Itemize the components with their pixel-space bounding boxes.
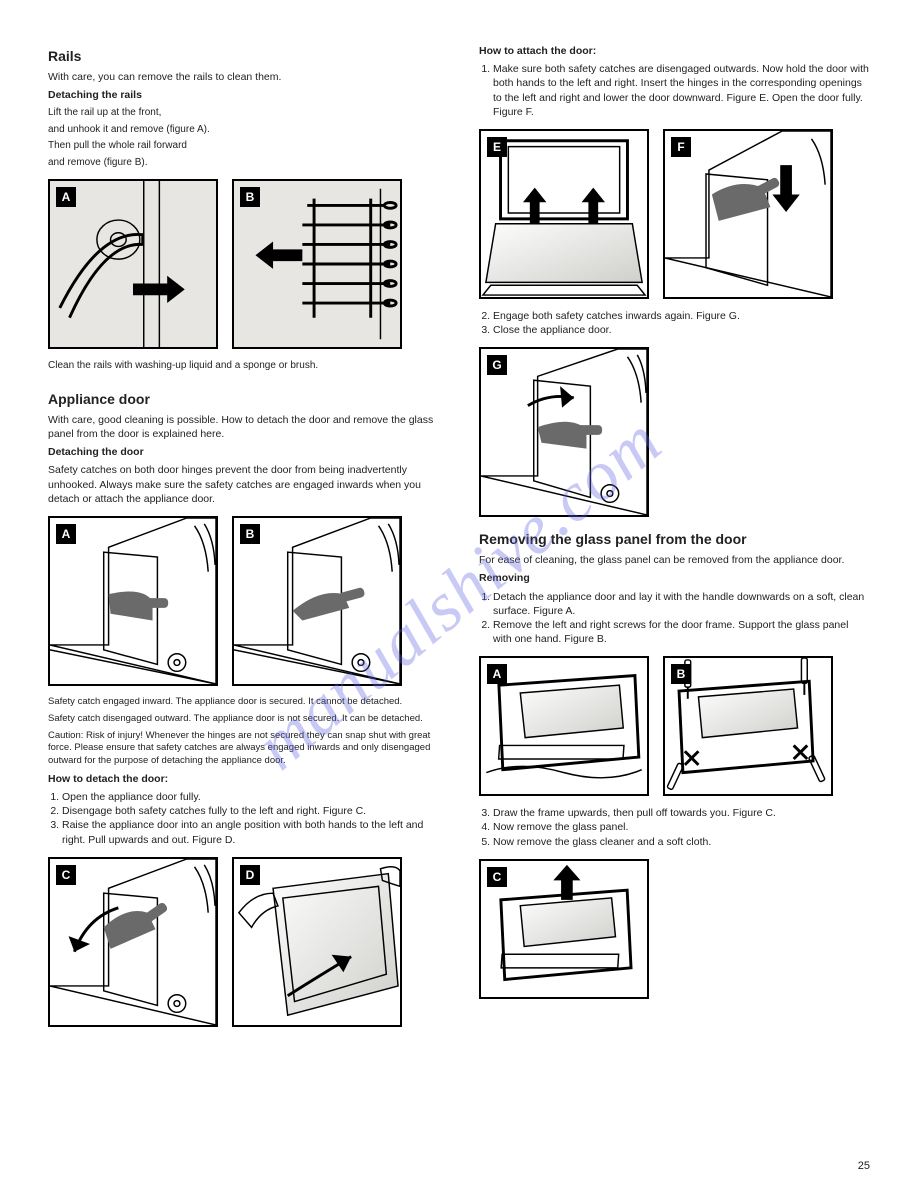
rails-step2: and unhook it and remove (figure A).: [48, 123, 439, 137]
right-column: How to attach the door: Make sure both s…: [479, 40, 870, 1037]
fig-attach-e: E: [479, 129, 649, 299]
door-subhead1: Detaching the door: [48, 445, 439, 459]
fig-glass-a: A: [479, 656, 649, 796]
glass-s3: Draw the frame upwards, then pull off to…: [493, 806, 870, 820]
glass-s1: Detach the appliance door and lay it wit…: [493, 590, 870, 618]
left-column: Rails With care, you can remove the rail…: [48, 40, 439, 1037]
fig-label: E: [487, 137, 507, 157]
rails-text: With care, you can remove the rails to c…: [48, 70, 439, 84]
door-figs-cd: C D: [48, 857, 439, 1027]
fig-label: G: [487, 355, 507, 375]
glass-steps2: Draw the frame upwards, then pull off to…: [479, 806, 870, 849]
fig-door-d: D: [232, 857, 402, 1027]
page-number: 25: [858, 1160, 870, 1172]
fig-label: A: [56, 524, 76, 544]
door-steps-head: How to detach the door:: [48, 772, 439, 786]
glass-steps: Detach the appliance door and lay it wit…: [479, 590, 870, 647]
door-s2: Disengage both safety catches fully to t…: [62, 804, 439, 818]
fig-label: B: [240, 524, 260, 544]
door-s1: Open the appliance door fully.: [62, 790, 439, 804]
attach-figs-ef: E F: [479, 129, 870, 299]
door-safety: Safety catches on both door hinges preve…: [48, 463, 439, 506]
fig-label: B: [240, 187, 260, 207]
door-figs-ab: A: [48, 516, 439, 686]
fig-door-b: B: [232, 516, 402, 686]
fig-label: C: [487, 867, 507, 887]
door-s3: Raise the appliance door into an angle p…: [62, 818, 439, 846]
rails-step3: Then pull the whole rail forward: [48, 139, 439, 153]
fig-attach-g: G: [479, 347, 649, 517]
fig-label: F: [671, 137, 691, 157]
glass-text1: For ease of cleaning, the glass panel ca…: [479, 553, 870, 567]
glass-head: Removing the glass panel from the door: [479, 531, 870, 547]
attach-steps: Make sure both safety catches are diseng…: [479, 62, 870, 119]
fig-door-c: C: [48, 857, 218, 1027]
door-steps: Open the appliance door fully. Disengage…: [48, 790, 439, 847]
fig-glass-c: C: [479, 859, 649, 999]
rails-heading: Rails: [48, 48, 439, 64]
glass-s4: Now remove the glass panel.: [493, 820, 870, 834]
fig-rail-b: B: [232, 179, 402, 349]
attach-s3: Close the appliance door.: [493, 323, 870, 337]
rails-figs: A B: [48, 179, 439, 349]
attach-s1: Make sure both safety catches are diseng…: [493, 62, 870, 119]
glass-fig-c: C: [479, 859, 870, 999]
rails-step4: and remove (figure B).: [48, 156, 439, 170]
door-heading: Appliance door: [48, 391, 439, 407]
glass-figs-ab: A B: [479, 656, 870, 796]
door-cap-b: Safety catch disengaged outward. The app…: [48, 713, 439, 726]
door-warn: Caution: Risk of injury! Whenever the hi…: [48, 730, 439, 768]
rails-subhead: Detaching the rails: [48, 88, 439, 102]
rails-step1: Lift the rail up at the front,: [48, 106, 439, 120]
rails-clean: Clean the rails with washing-up liquid a…: [48, 359, 439, 373]
fig-label: A: [487, 664, 507, 684]
attach-head: How to attach the door:: [479, 44, 870, 58]
glass-s2: Remove the left and right screws for the…: [493, 618, 870, 646]
fig-label: A: [56, 187, 76, 207]
fig-label: B: [671, 664, 691, 684]
attach-s2: Engage both safety catches inwards again…: [493, 309, 870, 323]
fig-rail-a: A: [48, 179, 218, 349]
attach-fig-g: G: [479, 347, 870, 517]
door-cap-a: Safety catch engaged inward. The applian…: [48, 696, 439, 709]
attach-steps2: Engage both safety catches inwards again…: [479, 309, 870, 337]
fig-glass-b: B: [663, 656, 833, 796]
door-text1: With care, good cleaning is possible. Ho…: [48, 413, 439, 441]
fig-attach-f: F: [663, 129, 833, 299]
fig-label: C: [56, 865, 76, 885]
fig-label: D: [240, 865, 260, 885]
fig-door-a: A: [48, 516, 218, 686]
glass-subhead: Removing: [479, 571, 870, 585]
glass-s5: Now remove the glass cleaner and a soft …: [493, 835, 870, 849]
